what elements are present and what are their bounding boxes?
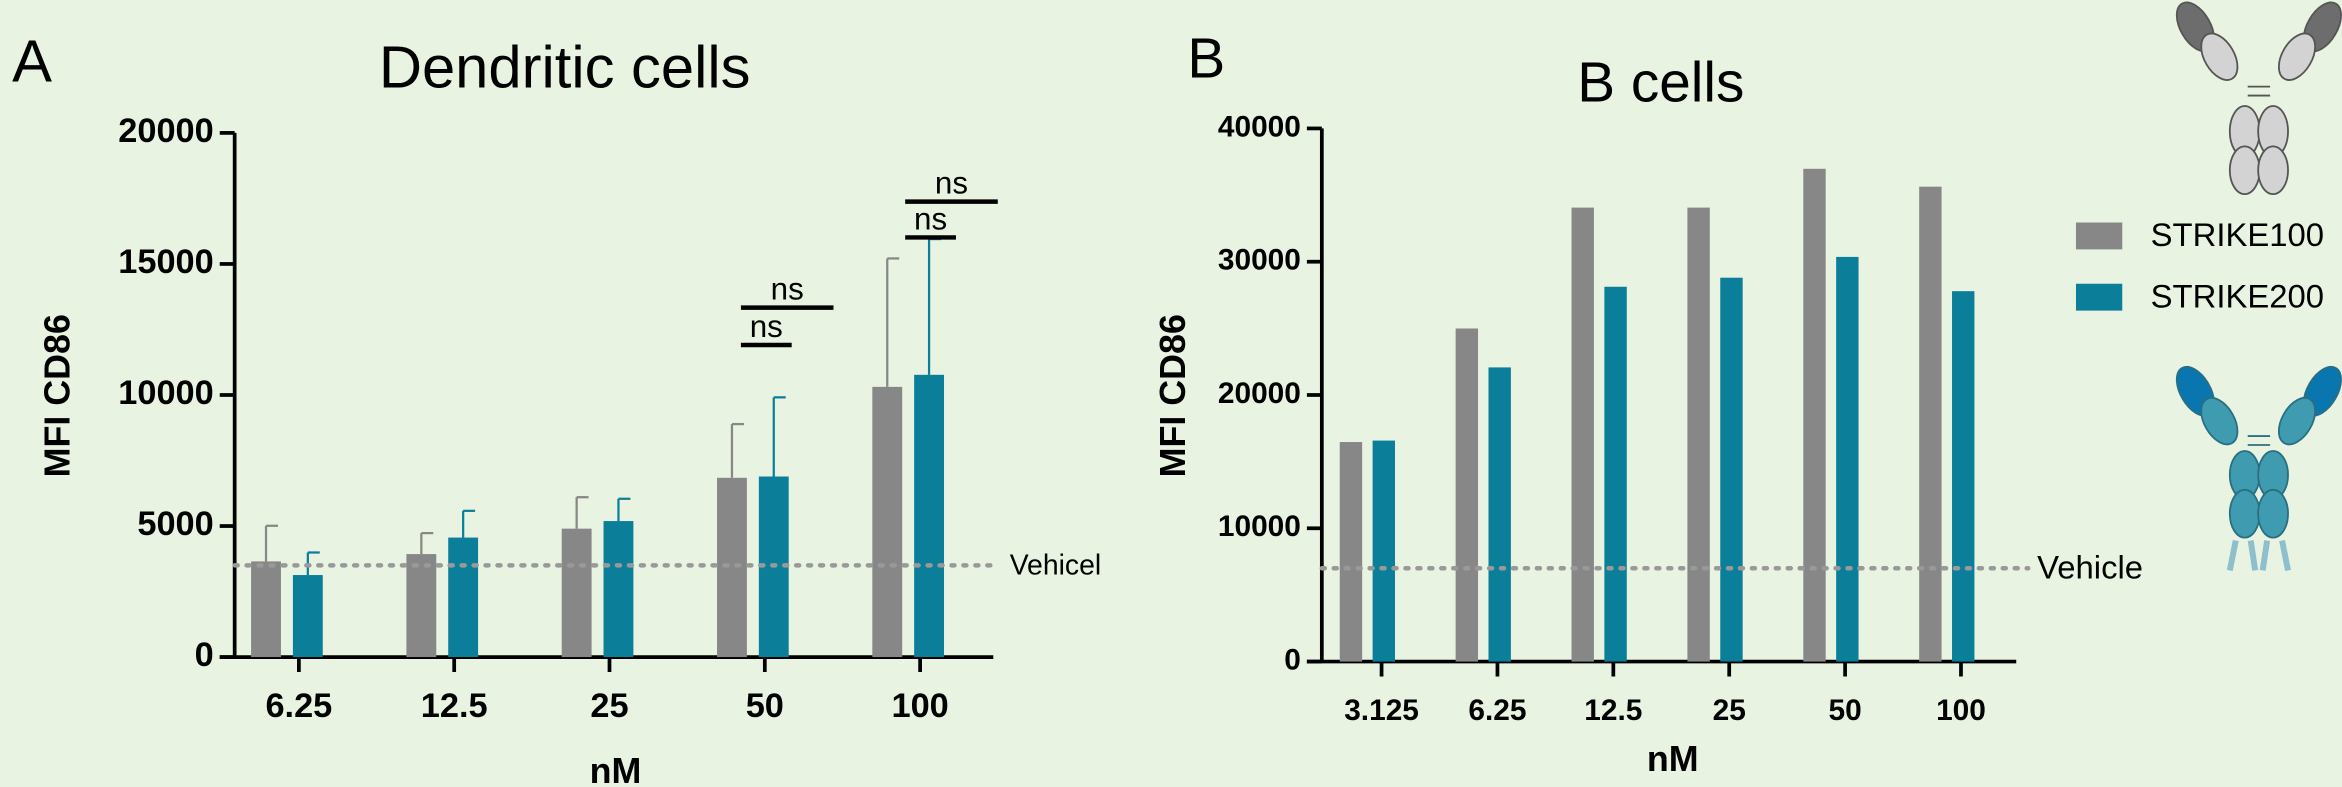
significance-label: ns: [750, 309, 783, 344]
bar: [1571, 207, 1594, 662]
y-tick-label: 30000: [1218, 244, 1301, 277]
legend-swatch: [2075, 283, 2123, 311]
y-tick-label: 0: [195, 636, 214, 674]
x-tick-label: 25: [1713, 694, 1746, 727]
bar: [1372, 440, 1396, 662]
bar: [251, 561, 281, 658]
y-tick-label: 20000: [118, 112, 213, 150]
bar: [914, 374, 945, 658]
x-tick-label: 100: [891, 687, 948, 725]
bar: [1604, 286, 1627, 662]
x-tick-label: 100: [1936, 694, 1986, 727]
legend-swatch: [2075, 222, 2123, 250]
bar: [1720, 277, 1743, 662]
y-axis-label: MFI CD86: [1153, 314, 1193, 477]
y-tick-label: 0: [1284, 643, 1301, 676]
y-tick-label: 10000: [118, 374, 213, 412]
chart-title: Dendritic cells: [379, 33, 751, 100]
y-axis-label: MFI CD86: [37, 314, 77, 477]
x-axis-label: nM: [1647, 739, 1699, 779]
bar: [1687, 207, 1710, 662]
bar: [1836, 256, 1859, 662]
y-tick-label: 40000: [1218, 110, 1301, 143]
bar: [1488, 367, 1511, 662]
y-tick-label: 10000: [1218, 510, 1301, 543]
panel-label: B: [1187, 28, 1225, 91]
x-tick-label: 6.25: [1468, 694, 1526, 727]
panel-label: A: [12, 27, 52, 94]
x-tick-label: 50: [746, 687, 784, 725]
legend-label: STRIKE100: [2151, 216, 2324, 253]
bar: [406, 554, 437, 658]
bar: [603, 521, 634, 658]
bar: [872, 386, 903, 658]
bar: [1803, 168, 1826, 662]
bar: [561, 528, 592, 658]
antibody-icon: [2175, 1, 2342, 196]
bar: [1952, 291, 1975, 662]
bar: [1455, 328, 1479, 662]
significance-label: ns: [771, 271, 804, 306]
x-tick-label: 6.25: [265, 687, 332, 725]
x-axis-label: nM: [590, 751, 642, 787]
bar: [292, 575, 323, 658]
bar: [717, 477, 747, 658]
bar: [448, 537, 479, 658]
x-tick-label: 12.5: [1584, 694, 1642, 727]
x-tick-label: 3.125: [1344, 694, 1419, 727]
bar: [1919, 186, 1942, 662]
x-tick-label: 12.5: [421, 687, 488, 725]
y-tick-label: 20000: [1218, 377, 1301, 410]
significance-label: ns: [914, 201, 947, 236]
bar: [1339, 442, 1363, 662]
x-tick-label: 50: [1828, 694, 1861, 727]
y-tick-label: 5000: [137, 505, 213, 543]
chart-title: B cells: [1577, 52, 1744, 115]
significance-label: ns: [935, 165, 968, 200]
antibody-icon: [2175, 365, 2342, 572]
reference-label: Vehicle: [2037, 548, 2143, 585]
legend-label: STRIKE200: [2151, 277, 2324, 314]
x-tick-label: 25: [590, 687, 628, 725]
reference-label: Vehicel: [1010, 549, 1101, 581]
y-tick-label: 15000: [118, 243, 213, 281]
